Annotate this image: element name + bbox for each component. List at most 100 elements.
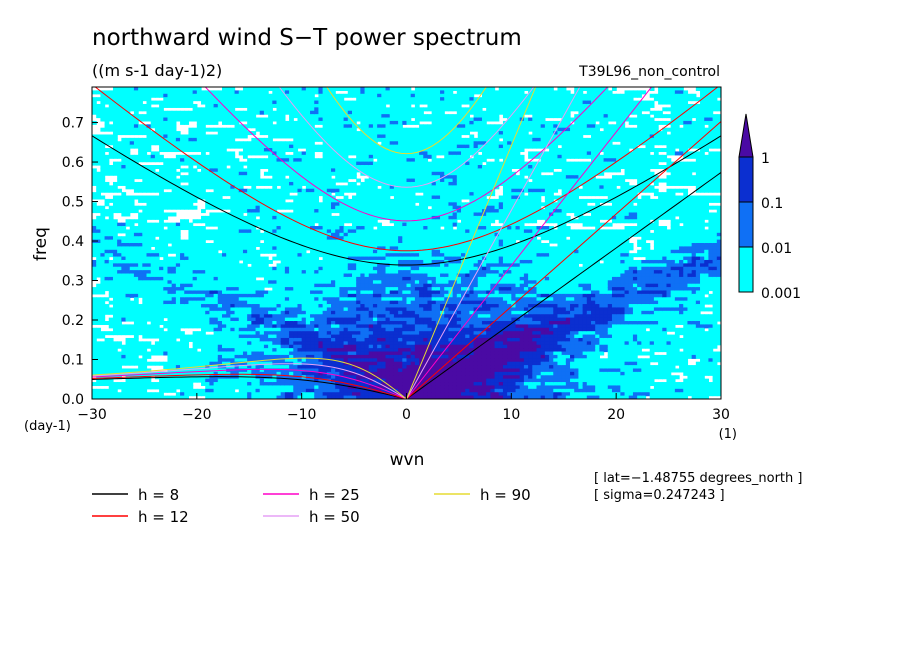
heatmap-cell [247,354,252,359]
heatmap-cell [201,365,206,370]
heatmap-cell [133,175,139,180]
heatmap-cell [92,348,97,353]
heatmap-cell [188,382,194,387]
heatmap-cell [259,219,265,224]
heatmap-cell [96,141,101,146]
heatmap-cell [180,148,185,153]
heatmap-cell [280,365,286,370]
heatmap-cell [318,168,324,173]
heatmap-cell [242,317,248,322]
heatmap-cell [184,304,190,309]
heatmap-cell [192,266,198,271]
heatmap-cell [150,222,156,227]
heatmap-cell [318,87,324,91]
heatmap-cell [322,300,328,305]
heatmap-cell [188,239,194,244]
heatmap-cell [322,378,328,383]
heatmap-cell [293,137,299,142]
heatmap-cell [251,392,257,397]
heatmap-cell [92,246,97,251]
heatmap-cell [171,290,177,295]
heatmap-cell [251,192,257,197]
heatmap-cell [289,178,294,183]
heatmap-cell [154,188,160,193]
heatmap-cell [259,388,265,393]
heatmap-cell [247,165,252,169]
heatmap-cell [314,334,320,339]
heatmap-cell [339,171,345,176]
heatmap-cell [188,229,194,234]
heatmap-cell [142,378,148,383]
heatmap-cell [217,148,223,153]
heatmap-cell [159,314,164,319]
heatmap-cell [318,137,324,142]
heatmap-cell [121,344,127,349]
heatmap-cell [171,270,177,275]
heatmap-cell [272,185,278,190]
heatmap-cell [293,273,299,278]
heatmap-cell [159,307,164,312]
heatmap-cell [150,304,156,309]
heatmap-cell [108,266,114,271]
heatmap-cell [205,243,211,247]
heatmap-cell [255,334,261,339]
heatmap-cell [251,382,257,387]
heatmap-cell [142,348,148,353]
heatmap-cell [154,117,160,122]
heatmap-cell [188,222,194,227]
heatmap-cell [104,358,110,363]
heatmap-cell [318,161,324,166]
heatmap-cell [230,378,236,383]
heatmap-cell [284,348,290,353]
heatmap-cell [301,226,307,231]
heatmap-cell [159,93,164,98]
heatmap-cell [221,341,227,346]
heatmap-cell [196,87,202,91]
heatmap-cell [121,229,127,234]
heatmap-cell [171,317,177,322]
heatmap-cell [180,246,185,251]
heatmap-cell [209,327,215,332]
heatmap-cell [184,178,190,183]
heatmap-cell [205,388,211,393]
heatmap-cell [150,175,156,180]
heatmap-cell [100,307,106,312]
heatmap-cell [242,395,248,399]
heatmap-cell [318,280,324,285]
heatmap-cell [175,297,181,302]
heatmap-cell [175,385,181,390]
heatmap-cell [142,151,148,156]
heatmap-cell [196,188,202,193]
heatmap-cell [280,256,286,261]
heatmap-cell [121,209,127,214]
heatmap-cell [289,327,294,332]
heatmap-cell [159,229,164,234]
heatmap-cell [263,276,269,281]
heatmap-cell [129,141,135,146]
heatmap-cell [188,141,194,146]
heatmap-cell [268,120,273,125]
heatmap-cell [284,239,290,244]
heatmap-cell [104,388,110,393]
heatmap-cell [92,178,97,183]
heatmap-cell [100,263,106,268]
heatmap-cell [192,317,198,322]
heatmap-cell [259,124,265,129]
heatmap-cell [268,249,273,254]
heatmap-cell [268,365,273,370]
heatmap-cell [255,236,261,241]
heatmap-cell [276,371,282,376]
heatmap-cell [230,249,236,254]
heatmap-cell [242,93,248,98]
heatmap-cell [163,239,169,244]
heatmap-cell [142,154,148,159]
heatmap-cell [159,270,164,275]
heatmap-cell [213,354,219,359]
heatmap-cell [284,195,290,200]
heatmap-cell [263,100,269,105]
heatmap-cell [142,324,148,329]
heatmap-cell [305,290,311,295]
heatmap-cell [129,337,135,342]
heatmap-cell [305,270,311,275]
heatmap-cell [121,90,127,95]
